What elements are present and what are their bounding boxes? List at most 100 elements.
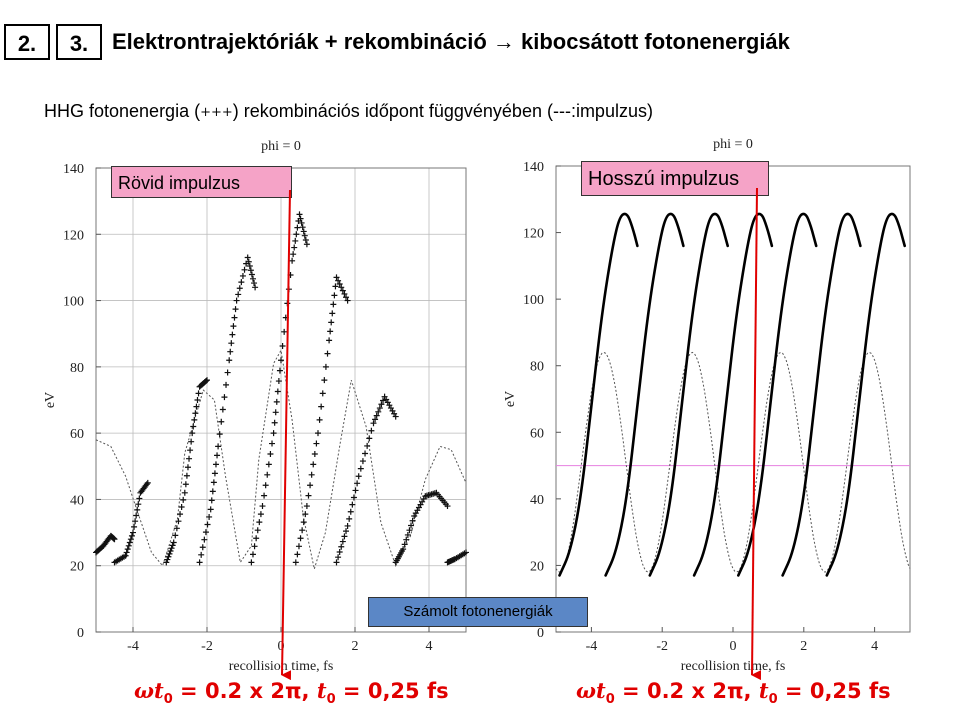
- plus-marker: [370, 420, 377, 427]
- y-tick-label: 20: [530, 559, 544, 574]
- plus-marker: [330, 301, 337, 308]
- plus-marker: [202, 378, 209, 385]
- plus-marker: [178, 504, 185, 511]
- chart-right: phi = 0-4 -2 0 2 4020406080100120140recollis…: [503, 137, 911, 674]
- pulse-curve: [555, 351, 911, 573]
- plus-marker: [333, 274, 340, 281]
- plus-marker: [259, 503, 266, 510]
- subtitle-plus-marker: +++: [200, 105, 233, 120]
- plus-marker: [212, 461, 219, 468]
- plus-marker: [302, 511, 309, 518]
- plus-marker: [271, 419, 278, 426]
- plus-marker: [198, 551, 205, 558]
- plus-marker: [354, 480, 361, 487]
- plus-marker: [144, 479, 151, 486]
- plus-marker: [244, 254, 251, 261]
- plus-marker: [124, 546, 131, 553]
- plus-marker: [230, 323, 237, 330]
- plus-marker: [346, 515, 353, 522]
- plus-marker: [251, 280, 258, 287]
- plus-marker: [236, 285, 243, 292]
- formula-right-mid: = 0.2 x 2π,: [614, 679, 759, 703]
- formula-right-t2: t: [758, 678, 769, 703]
- plus-marker: [248, 271, 255, 278]
- plus-marker: [307, 482, 314, 489]
- energy-branch: [825, 212, 906, 577]
- short-pulse-label: Rövid impulzus: [111, 166, 292, 198]
- y-tick-label: 0: [77, 626, 84, 641]
- plus-marker: [293, 231, 300, 238]
- y-tick-label: 140: [523, 160, 544, 175]
- plus-marker: [134, 506, 141, 513]
- plus-marker: [126, 539, 133, 546]
- plus-marker: [350, 494, 357, 501]
- plus-marker: [329, 310, 336, 317]
- plus-marker: [170, 539, 177, 546]
- plus-marker: [238, 279, 245, 286]
- plus-marker: [164, 556, 171, 563]
- y-tick-label: 100: [63, 295, 84, 310]
- plus-marker: [289, 257, 296, 264]
- x-tick-label: 0: [730, 639, 737, 654]
- plus-marker: [182, 481, 189, 488]
- plus-marker: [326, 337, 333, 344]
- plus-marker: [364, 442, 371, 449]
- plus-marker: [272, 409, 279, 416]
- plus-marker: [218, 418, 225, 425]
- plus-marker: [444, 503, 451, 510]
- energy-branch: [604, 212, 685, 577]
- plus-marker: [335, 554, 342, 561]
- plus-marker: [299, 527, 306, 534]
- plus-marker: [290, 251, 297, 258]
- plus-marker: [299, 224, 306, 231]
- plus-marker: [339, 538, 346, 545]
- y-tick-label: 100: [523, 293, 544, 308]
- plus-marker: [316, 416, 323, 423]
- plus-marker: [253, 535, 260, 542]
- plus-marker: [135, 501, 142, 508]
- y-tick-label: 120: [523, 227, 544, 242]
- plus-marker: [300, 519, 307, 526]
- plus-marker: [328, 319, 335, 326]
- plus-marker: [406, 527, 413, 534]
- plus-marker: [175, 518, 182, 525]
- recombination-branch: [333, 393, 399, 566]
- plus-marker: [187, 447, 194, 454]
- plus-marker: [303, 503, 310, 510]
- plus-marker: [292, 559, 299, 566]
- plus-marker: [400, 546, 407, 553]
- plus-marker: [341, 290, 348, 297]
- plus-marker: [168, 545, 175, 552]
- plus-marker: [285, 286, 292, 293]
- plus-marker: [322, 363, 329, 370]
- plus-marker: [188, 438, 195, 445]
- plus-marker: [209, 488, 216, 495]
- plus-marker: [332, 283, 339, 290]
- formula-left-mid: = 0.2 x 2π,: [172, 679, 317, 703]
- plus-marker: [303, 241, 310, 248]
- plus-marker: [294, 224, 301, 231]
- plus-marker: [274, 388, 281, 395]
- plus-marker: [267, 450, 274, 457]
- plus-marker: [206, 513, 213, 520]
- plus-marker: [376, 405, 383, 412]
- plus-marker: [231, 314, 238, 321]
- plus-marker: [210, 479, 217, 486]
- plus-marker: [336, 281, 343, 287]
- plus-marker: [409, 517, 416, 524]
- recombination-branch: [163, 377, 210, 566]
- plus-marker: [318, 403, 325, 410]
- y-tick-label: 40: [530, 493, 544, 508]
- plus-marker: [352, 487, 359, 494]
- plus-marker: [287, 272, 294, 279]
- plus-marker: [265, 461, 272, 468]
- plus-marker: [181, 489, 188, 496]
- plus-marker: [273, 398, 280, 405]
- plus-marker: [297, 215, 304, 222]
- formula-left-omega: ω: [134, 678, 154, 703]
- plus-marker: [204, 377, 210, 384]
- recombination-branch: [292, 274, 351, 566]
- formula-left: ωt0 = 0.2 x 2π, t0 = 0,25 fs: [134, 678, 449, 707]
- plus-marker: [278, 357, 284, 364]
- plus-marker: [172, 532, 179, 539]
